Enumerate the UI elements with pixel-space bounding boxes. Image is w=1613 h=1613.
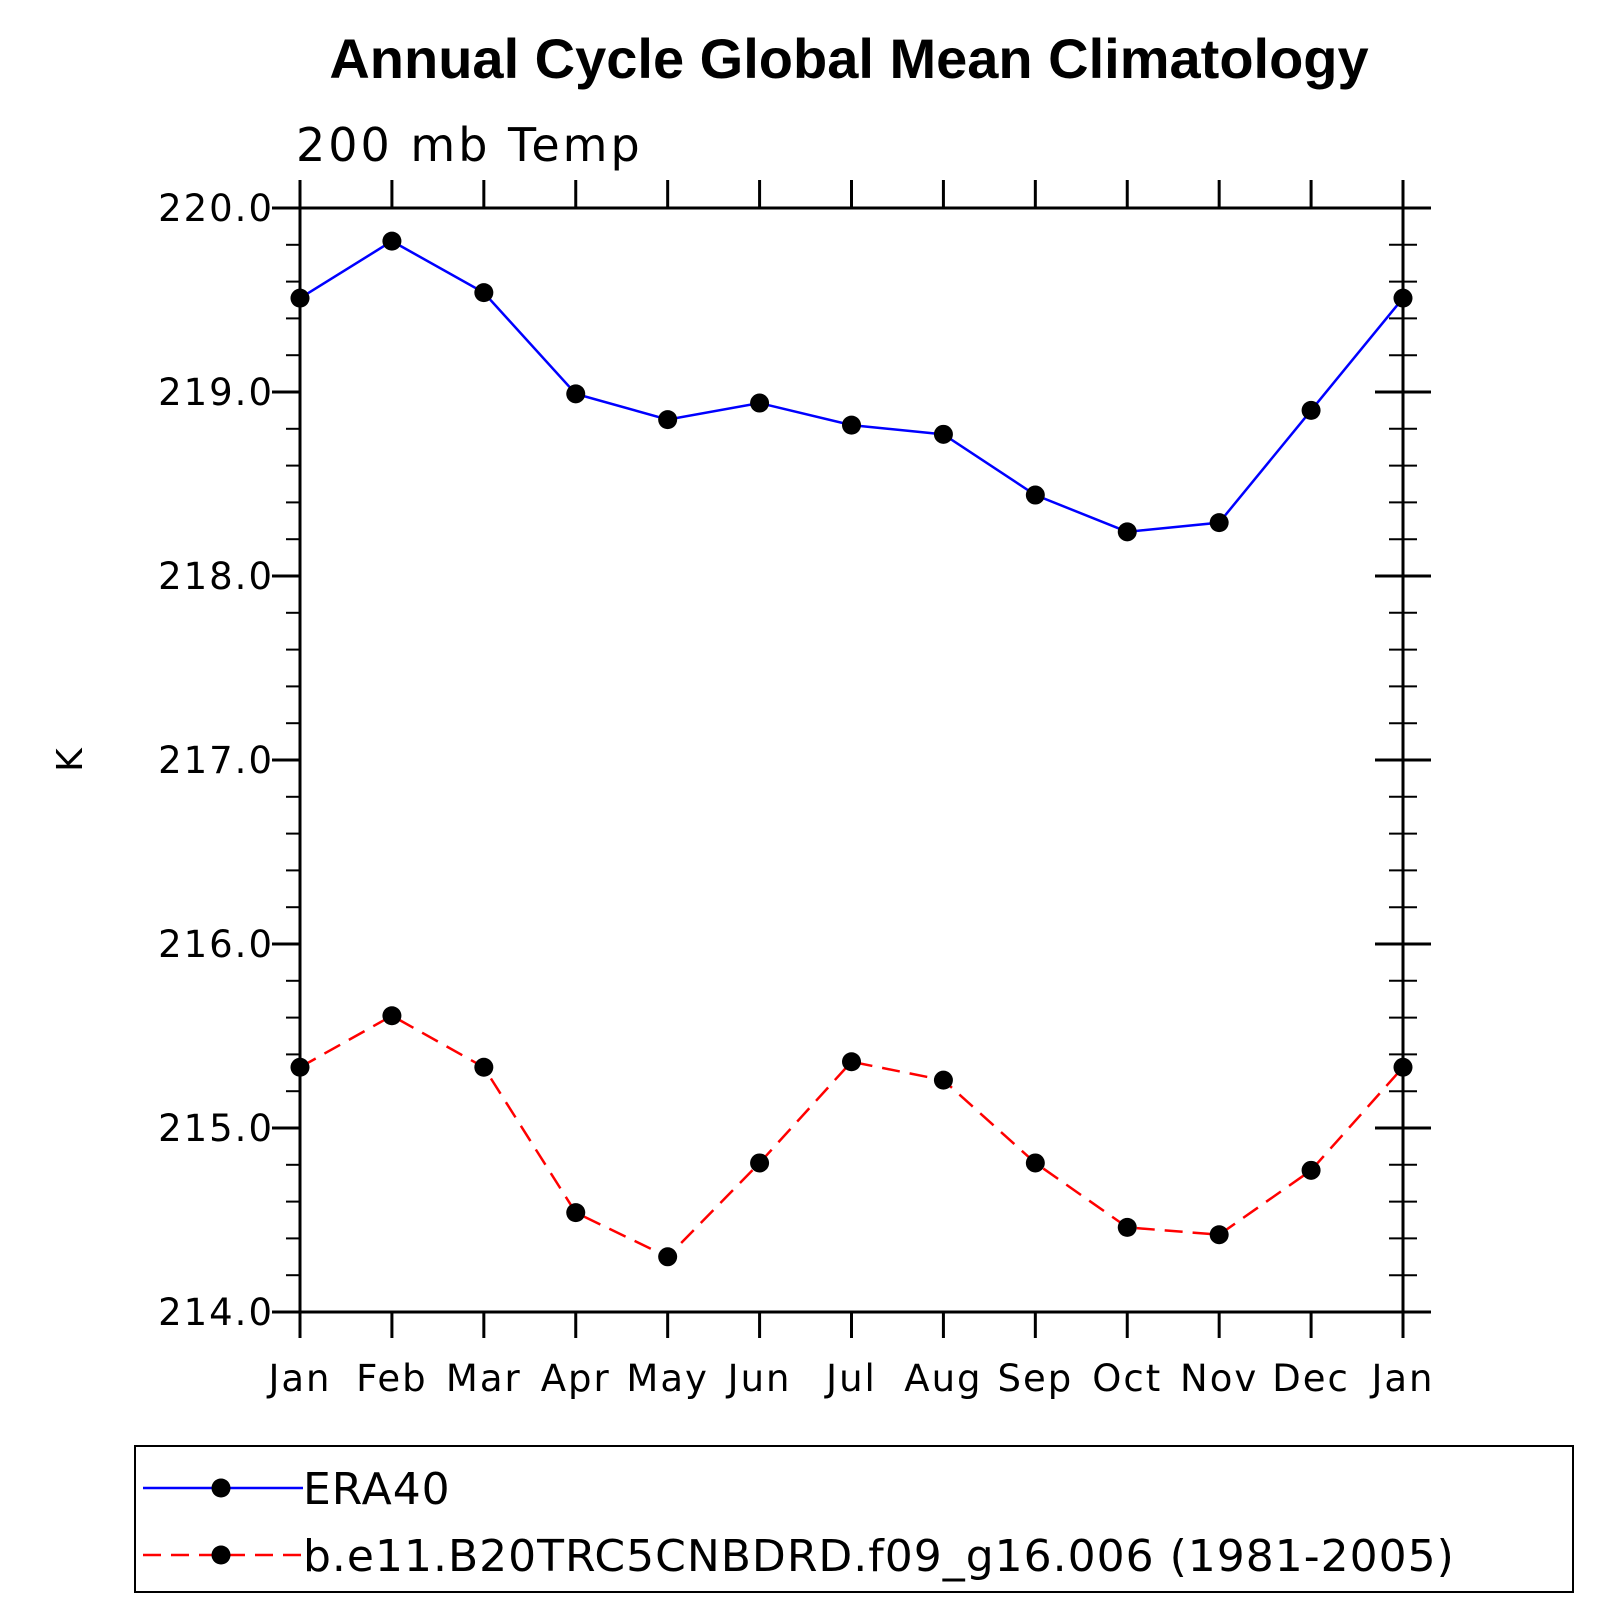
y-tick-label: 218.0	[158, 555, 274, 598]
data-point	[1209, 513, 1229, 533]
x-tick-label: Jul	[824, 1357, 877, 1400]
data-point	[290, 288, 310, 308]
series-model	[290, 1006, 1413, 1267]
x-tick-label: Mar	[446, 1357, 522, 1400]
data-point	[750, 393, 770, 413]
series-line	[299, 239, 1404, 534]
data-point	[933, 1070, 953, 1090]
data-point	[1117, 1217, 1137, 1237]
y-tick-label: 217.0	[158, 739, 274, 782]
x-tick-label: Feb	[356, 1357, 428, 1400]
legend-marker	[211, 1545, 231, 1565]
x-tick-label: Jun	[726, 1357, 792, 1400]
y-tick-label: 219.0	[158, 371, 274, 414]
y-tick-label: 220.0	[158, 187, 274, 230]
x-tick-label: Aug	[904, 1357, 982, 1400]
plot-frame	[298, 206, 1405, 1314]
data-point	[658, 410, 678, 430]
data-point	[474, 1057, 494, 1077]
data-point	[842, 415, 861, 435]
data-point	[566, 1203, 586, 1223]
data-point	[658, 1247, 678, 1267]
data-point	[1025, 1153, 1045, 1173]
data-point	[290, 1057, 310, 1077]
x-tick-label: Dec	[1272, 1357, 1350, 1400]
data-point	[842, 1052, 861, 1072]
series-line	[299, 1014, 1404, 1259]
data-point	[1393, 288, 1413, 308]
x-tick-label: Sep	[997, 1357, 1073, 1400]
axes: Jan Feb Mar Apr May Jun Jul Aug Sep Oct Nov Dec Jan 2…	[158, 180, 1434, 1400]
y-tick-label: 216.0	[158, 923, 274, 966]
y-axis-label: K	[50, 747, 91, 772]
data-point	[1301, 400, 1321, 420]
x-tick-label: Nov	[1180, 1357, 1258, 1400]
data-point	[474, 283, 494, 303]
legend-box	[134, 1445, 1574, 1593]
data-point	[750, 1153, 770, 1173]
x-tick-label: Apr	[541, 1357, 611, 1400]
x-tick-label: Oct	[1092, 1357, 1162, 1400]
legend-label: b.e11.B20TRC5CNBDRD.f09_g16.006 (1981-20…	[303, 1531, 1455, 1582]
data-point	[933, 424, 953, 444]
data-point	[1393, 1057, 1413, 1077]
data-point	[1301, 1160, 1321, 1180]
x-tick-label: Jan	[266, 1357, 331, 1400]
chart-title: Annual Cycle Global Mean Climatology	[329, 27, 1368, 90]
y-tick-label: 214.0	[158, 1291, 274, 1334]
chart-subtitle: 200 mb Temp	[296, 118, 643, 172]
data-point	[1025, 485, 1045, 505]
data-point	[1117, 522, 1137, 542]
series-group	[290, 231, 1413, 1267]
legend: ERA40 b.e11.B20TRC5CNBDRD.f09_g16.006 (19…	[134, 1445, 1574, 1593]
data-point	[382, 1006, 402, 1026]
series-era40	[290, 231, 1413, 542]
legend-marker	[211, 1478, 231, 1498]
x-tick-label: May	[626, 1357, 709, 1400]
y-tick-label: 215.0	[158, 1107, 274, 1150]
legend-label: ERA40	[303, 1464, 451, 1515]
x-tick-label: Jan	[1369, 1357, 1434, 1400]
data-point	[566, 384, 586, 404]
data-point	[382, 231, 402, 251]
data-point	[1209, 1225, 1229, 1245]
